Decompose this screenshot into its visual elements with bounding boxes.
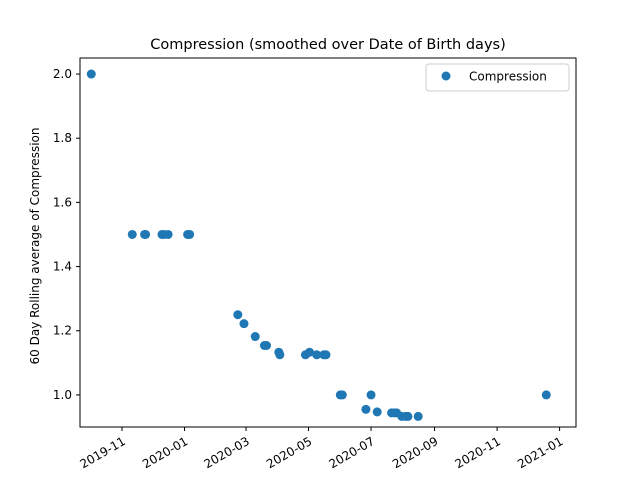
legend-box bbox=[425, 63, 570, 92]
data-point bbox=[413, 411, 423, 421]
chart-title: Compression (smoothed over Date of Birth… bbox=[150, 37, 505, 53]
plot-frame bbox=[79, 57, 577, 428]
data-point bbox=[185, 229, 195, 239]
y-axis-label: 60 Day Rolling average of Compression bbox=[28, 128, 42, 365]
data-point bbox=[312, 350, 322, 360]
data-point bbox=[141, 229, 151, 239]
data-point bbox=[233, 310, 243, 320]
y-tick-label: 1.4 bbox=[53, 260, 72, 274]
data-point bbox=[305, 347, 315, 357]
data-point bbox=[366, 390, 376, 400]
data-point bbox=[403, 411, 413, 421]
data-point bbox=[262, 341, 272, 350]
y-tick-label: 1.8 bbox=[53, 131, 72, 145]
data-point bbox=[372, 407, 382, 417]
data-point bbox=[239, 319, 249, 329]
data-point bbox=[163, 229, 173, 239]
data-point bbox=[275, 350, 285, 360]
data-point bbox=[127, 229, 137, 239]
legend: Compression bbox=[425, 63, 570, 92]
legend-marker bbox=[441, 71, 451, 81]
data-point bbox=[250, 332, 260, 342]
data-point bbox=[321, 350, 331, 360]
data-point bbox=[541, 390, 551, 400]
data-points bbox=[86, 69, 551, 421]
y-tick-label: 1.6 bbox=[53, 195, 72, 209]
y-tick-label: 1.0 bbox=[53, 388, 72, 402]
legend-label-compression: Compression bbox=[469, 70, 547, 84]
y-tick-label: 1.2 bbox=[53, 324, 72, 338]
data-point bbox=[337, 390, 347, 400]
y-tick-label: 2.0 bbox=[53, 67, 72, 81]
data-point bbox=[86, 69, 96, 79]
data-point bbox=[361, 404, 371, 414]
